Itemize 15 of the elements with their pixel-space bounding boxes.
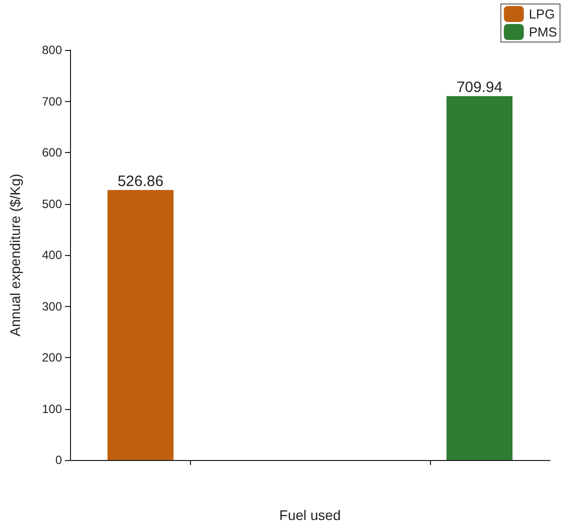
y-tick-label: 500 (42, 196, 62, 211)
data-label: 526.86 (118, 172, 164, 190)
y-tick-label: 0 (55, 453, 62, 467)
y-tick-label: 200 (42, 350, 62, 364)
legend-label: LPG (528, 6, 555, 22)
y-tick-label: 600 (42, 146, 62, 160)
data-label: 709.94 (456, 79, 502, 96)
y-tick-label: 800 (42, 43, 62, 57)
y-tick-label: 400 (42, 248, 62, 262)
x-axis-title: Fuel used (279, 507, 341, 523)
y-tick-label: 100 (42, 402, 62, 416)
legend-label: PMS (528, 24, 558, 40)
y-axis-title: Annual expenditure ($/Kg) (7, 174, 23, 336)
y-tick-label: 700 (42, 94, 62, 108)
y-tick-label: 300 (42, 299, 62, 314)
